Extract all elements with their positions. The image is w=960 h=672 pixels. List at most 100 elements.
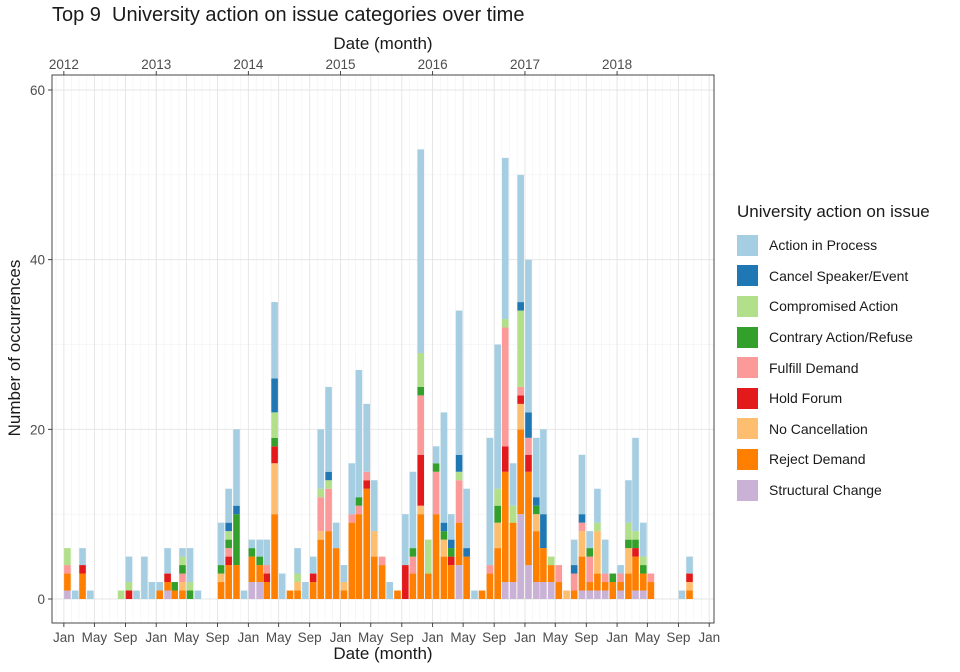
x-tick-label-year: 2018 bbox=[602, 57, 632, 72]
bar-segment bbox=[325, 386, 332, 472]
legend-label: No Cancellation bbox=[769, 420, 868, 437]
x-tick-label-month: May bbox=[358, 630, 384, 645]
bar-segment bbox=[509, 463, 517, 506]
bar-segment bbox=[486, 437, 494, 566]
bar-segment bbox=[309, 573, 317, 583]
x-tick-label-year: 2012 bbox=[49, 57, 79, 72]
bar-segment bbox=[640, 573, 647, 591]
bar-segment bbox=[233, 565, 240, 599]
bar-segment bbox=[686, 573, 693, 583]
bar-segment bbox=[164, 590, 171, 599]
bar-segment bbox=[586, 531, 594, 549]
bar-segment bbox=[447, 556, 455, 566]
bar-segment bbox=[540, 429, 547, 515]
bar-segment bbox=[348, 463, 356, 515]
bar-segment bbox=[425, 573, 432, 599]
y-tick-label: 0 bbox=[37, 592, 45, 607]
bar-segment bbox=[225, 556, 232, 566]
bar-segment bbox=[570, 539, 578, 566]
x-tick-label-month: Jan bbox=[514, 630, 536, 645]
x-tick-label-month: Sep bbox=[113, 630, 137, 645]
bar-segment bbox=[525, 565, 532, 599]
legend-item: Action in Process bbox=[737, 230, 930, 261]
bar-segment bbox=[594, 590, 601, 599]
legend-swatch bbox=[737, 479, 758, 501]
x-tick-label-month: May bbox=[450, 630, 476, 645]
bar-segment bbox=[271, 412, 278, 438]
bar-segment bbox=[578, 556, 586, 591]
x-tick-label-month: Jan bbox=[422, 630, 444, 645]
bar-segment bbox=[540, 582, 547, 599]
bar-segment bbox=[79, 565, 86, 574]
bar-segment bbox=[455, 471, 463, 481]
legend-label: Hold Forum bbox=[769, 390, 843, 407]
bar-segment bbox=[294, 582, 301, 591]
bar-segment bbox=[440, 522, 448, 532]
bar-segment bbox=[686, 556, 693, 574]
bar-segment bbox=[125, 590, 133, 599]
bar-segment bbox=[355, 514, 363, 599]
bar-segment bbox=[517, 429, 524, 515]
bar-segment bbox=[409, 556, 417, 574]
bar-segment bbox=[625, 573, 632, 599]
bar-segment bbox=[156, 590, 164, 599]
bar-segment bbox=[141, 556, 148, 599]
bar-segment bbox=[263, 573, 271, 583]
bar-segment bbox=[432, 514, 440, 599]
bar-segment bbox=[125, 582, 133, 591]
bar-segment bbox=[463, 488, 470, 549]
legend-item: Compromised Action bbox=[737, 291, 930, 322]
bar-segment bbox=[248, 582, 256, 599]
bar-segment bbox=[340, 582, 348, 591]
bar-segment bbox=[256, 556, 264, 566]
bar-segment bbox=[64, 565, 71, 574]
x-tick-label-month: Jan bbox=[698, 630, 720, 645]
x-tick-label-month: Sep bbox=[482, 630, 506, 645]
legend-swatch bbox=[737, 295, 758, 317]
legend-item: Fulfill Demand bbox=[737, 352, 930, 383]
bar-segment bbox=[440, 539, 448, 557]
bar-segment bbox=[271, 463, 278, 515]
bar-segment bbox=[248, 539, 256, 549]
bar-segment bbox=[547, 582, 555, 599]
bar-segment bbox=[463, 556, 470, 599]
bar-segment bbox=[233, 505, 240, 515]
x-tick-label-month: Sep bbox=[390, 630, 414, 645]
bar-segment bbox=[340, 565, 348, 583]
x-tick-label-month: May bbox=[635, 630, 661, 645]
bar-segment bbox=[271, 302, 278, 379]
bar-segment bbox=[64, 548, 71, 566]
bar-segment bbox=[494, 344, 502, 489]
bar-segment bbox=[494, 505, 502, 523]
bar-segment bbox=[217, 522, 225, 566]
bar-segment bbox=[164, 548, 171, 574]
bar-segment bbox=[601, 539, 609, 574]
bar-segment bbox=[317, 497, 325, 532]
bar-segment bbox=[417, 386, 425, 396]
x-tick-label-month: Sep bbox=[298, 630, 322, 645]
bar-segment bbox=[417, 514, 425, 599]
bar-segment bbox=[217, 582, 225, 599]
bar-segment bbox=[540, 548, 547, 583]
bar-segment bbox=[640, 522, 647, 557]
bar-segment bbox=[525, 437, 532, 455]
bar-segment bbox=[179, 548, 186, 557]
bar-segment bbox=[171, 590, 178, 599]
bar-segment bbox=[225, 488, 232, 523]
bar-segment bbox=[87, 590, 94, 599]
bar-segment bbox=[171, 582, 178, 591]
x-tick-label-month: May bbox=[266, 630, 292, 645]
bar-segment bbox=[486, 565, 494, 574]
bar-segment bbox=[533, 505, 540, 515]
bar-segment bbox=[355, 369, 363, 498]
bar-segment bbox=[233, 514, 240, 566]
legend-label: Compromised Action bbox=[769, 298, 899, 315]
bar-segment bbox=[586, 590, 594, 599]
bar-segment bbox=[525, 259, 532, 413]
bar-segment bbox=[517, 395, 524, 404]
bar-segment bbox=[179, 565, 186, 574]
bar-segment bbox=[440, 412, 448, 523]
bar-segment bbox=[164, 573, 171, 583]
bar-segment bbox=[632, 531, 639, 540]
bar-segment bbox=[332, 522, 340, 549]
